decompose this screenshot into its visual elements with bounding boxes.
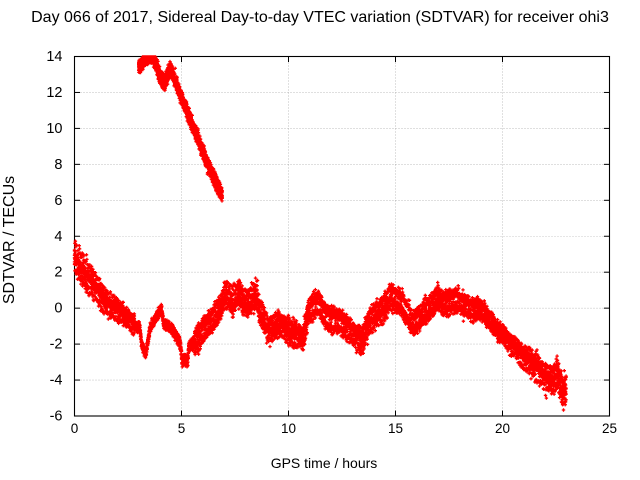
svg-text:-2: -2: [50, 337, 63, 353]
svg-text:10: 10: [281, 421, 296, 436]
svg-text:10: 10: [46, 121, 62, 137]
svg-text:15: 15: [388, 421, 403, 436]
svg-text:5: 5: [178, 421, 186, 436]
svg-text:25: 25: [602, 421, 617, 436]
svg-text:4: 4: [54, 229, 62, 245]
svg-text:0: 0: [71, 421, 79, 436]
svg-text:8: 8: [54, 157, 62, 173]
svg-text:2: 2: [54, 265, 62, 281]
svg-text:12: 12: [46, 85, 62, 101]
svg-text:14: 14: [46, 49, 62, 65]
svg-text:-6: -6: [50, 409, 63, 425]
svg-text:20: 20: [495, 421, 510, 436]
svg-text:6: 6: [54, 193, 62, 209]
svg-text:0: 0: [54, 301, 62, 317]
svg-text:-4: -4: [50, 373, 63, 389]
